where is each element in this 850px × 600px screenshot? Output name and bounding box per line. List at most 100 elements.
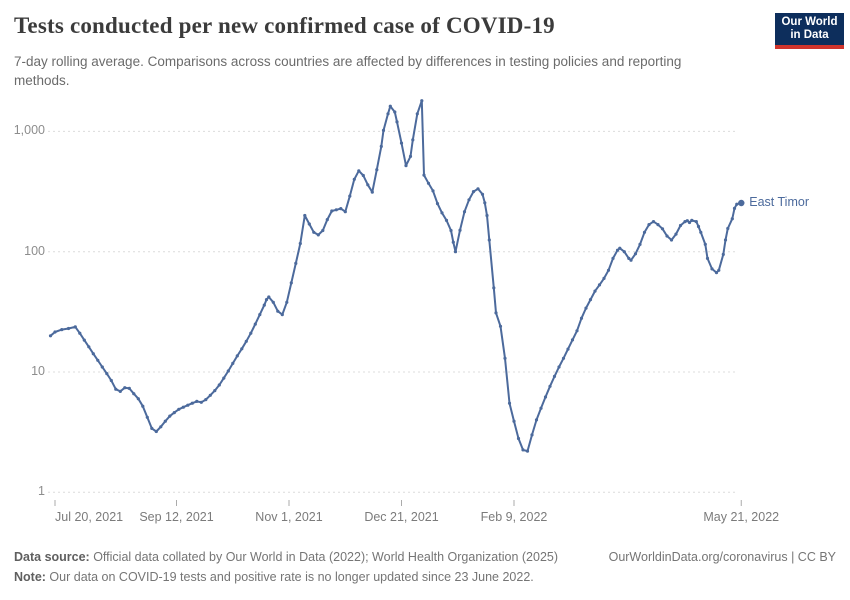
- data-point: [78, 331, 82, 335]
- data-point: [476, 187, 480, 191]
- data-point: [307, 222, 311, 226]
- data-point: [87, 345, 91, 349]
- data-point: [471, 190, 476, 194]
- chart-subtitle: 7-day rolling average. Comparisons acros…: [14, 54, 682, 88]
- data-point: [415, 112, 419, 116]
- data-point: [370, 190, 374, 194]
- data-point-last: [738, 199, 745, 207]
- data-point: [258, 313, 262, 317]
- data-point: [235, 354, 239, 358]
- note-text: Note: Our data on COVID-19 tests and pos…: [14, 570, 534, 584]
- data-point: [48, 334, 53, 338]
- data-point: [705, 256, 710, 260]
- data-point: [453, 250, 458, 254]
- data-point: [298, 241, 302, 246]
- data-point: [543, 395, 548, 399]
- owid-logo-line1: Our World: [781, 16, 838, 28]
- data-point: [622, 250, 626, 254]
- y-tick-label: 1: [38, 484, 45, 499]
- data-point: [399, 141, 404, 145]
- chart-canvas[interactable]: [0, 0, 850, 545]
- x-tick-label: Feb 9, 2022: [480, 510, 548, 524]
- data-point: [530, 433, 534, 437]
- data-point: [566, 347, 570, 351]
- x-tick-label: Sep 12, 2021: [139, 510, 214, 524]
- data-point: [690, 218, 694, 222]
- data-point: [253, 322, 257, 326]
- data-point: [96, 358, 100, 362]
- data-point: [494, 311, 498, 315]
- data-point: [352, 177, 356, 181]
- data-point: [723, 238, 728, 242]
- data-point: [717, 268, 721, 272]
- data-point: [656, 223, 660, 227]
- x-tick-label: May 21, 2022: [703, 510, 780, 524]
- data-point: [127, 386, 131, 390]
- data-point: [687, 220, 692, 225]
- data-point: [696, 224, 701, 229]
- data-point: [584, 306, 588, 310]
- data-point: [651, 220, 656, 224]
- series-label-east-timor[interactable]: East Timor: [749, 194, 809, 209]
- data-point: [186, 403, 190, 407]
- data-point: [208, 393, 212, 397]
- chart-footer: Data source: Official data collated by O…: [14, 549, 836, 585]
- data-point: [73, 325, 77, 329]
- data-point: [408, 154, 413, 158]
- data-point: [172, 411, 176, 415]
- data-point: [226, 369, 230, 373]
- data-point: [267, 295, 271, 299]
- data-point: [262, 303, 266, 307]
- data-point: [150, 426, 154, 430]
- data-point: [449, 228, 453, 233]
- owid-logo[interactable]: Our World in Data: [775, 13, 844, 49]
- data-point: [379, 144, 383, 148]
- x-tick-label: Dec 21, 2021: [364, 510, 439, 524]
- data-point: [674, 232, 678, 236]
- data-point: [339, 207, 343, 211]
- y-tick-label: 100: [24, 243, 45, 258]
- data-point: [451, 240, 455, 244]
- data-point: [440, 211, 444, 215]
- data-point: [726, 226, 730, 231]
- data-point: [231, 361, 235, 365]
- data-point: [534, 418, 539, 422]
- data-point: [289, 281, 293, 285]
- data-point: [552, 374, 557, 378]
- data-point: [525, 449, 530, 453]
- page-title: Tests conducted per new confirmed case o…: [14, 13, 555, 38]
- data-point: [597, 283, 602, 287]
- data-point: [154, 429, 158, 434]
- data-point: [348, 194, 352, 198]
- data-point: [271, 300, 275, 304]
- data-point: [276, 309, 280, 313]
- data-point: [114, 387, 118, 391]
- data-point: [105, 372, 109, 376]
- data-point: [638, 242, 642, 246]
- data-point: [249, 331, 253, 335]
- data-point: [159, 425, 163, 429]
- data-point: [316, 233, 320, 237]
- data-point: [181, 405, 185, 409]
- data-point: [422, 173, 426, 177]
- data-point: [721, 252, 725, 256]
- data-point: [285, 300, 289, 304]
- data-point: [487, 238, 491, 242]
- data-point: [168, 414, 172, 418]
- data-point: [388, 104, 392, 108]
- data-point: [629, 258, 633, 262]
- data-point: [217, 383, 221, 387]
- data-point: [548, 384, 552, 388]
- data-point: [100, 365, 104, 369]
- data-point: [647, 223, 651, 227]
- data-point: [91, 352, 95, 356]
- data-point: [444, 218, 449, 222]
- owid-url-link[interactable]: OurWorldinData.org/coronavirus | CC BY: [608, 550, 836, 564]
- data-point: [145, 415, 149, 419]
- data-point: [539, 406, 543, 410]
- note-label: Note:: [14, 570, 46, 584]
- data-point: [294, 261, 298, 265]
- data-point: [633, 252, 638, 256]
- data-point: [163, 419, 167, 423]
- data-point: [82, 338, 86, 342]
